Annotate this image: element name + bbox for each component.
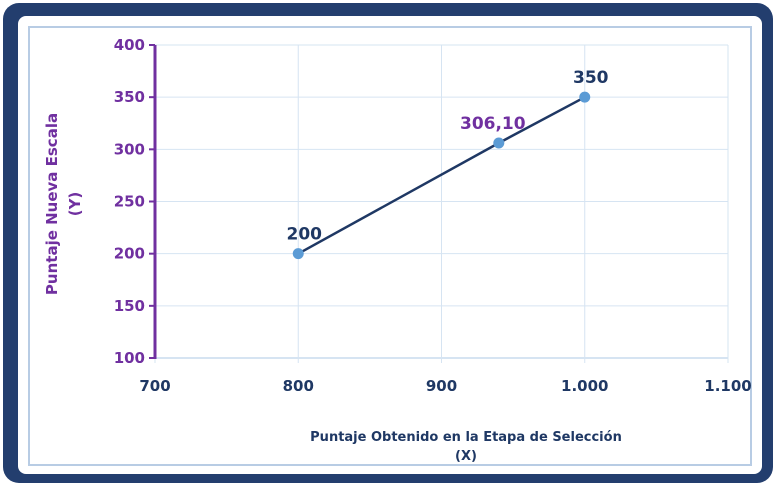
x-axis-title: Puntaje Obtenido en la Etapa de Selecció… [310,430,622,445]
data-label: 200 [287,225,323,245]
y-tick-label: 400 [114,36,145,54]
data-point [579,91,591,103]
axes [149,44,729,363]
y-tick-label: 200 [114,245,145,263]
grid [155,44,729,358]
data-label: 306,10 [460,114,526,134]
y-tick-label: 300 [114,140,145,158]
y-tick-label: 250 [114,193,145,211]
tick-labels: 100 150 200 250 300 350 400 700 800 900 1.000 1.100 [114,36,752,395]
y-axis-title-unit: (Y) [66,192,84,217]
x-axis-title-unit: (X) [455,449,477,464]
x-tick-label: 1.000 [561,377,608,395]
chart-panel [18,16,762,474]
chart-inner-border [28,26,752,466]
y-tick-label: 350 [114,88,145,106]
x-tick-label: 700 [139,377,170,395]
data-labels: 200 306,10 350 [287,68,609,245]
data-point [292,248,304,260]
x-tick-label: 800 [283,377,314,395]
data-label: 350 [573,68,609,88]
y-tick-label: 150 [114,297,145,315]
data-point [493,137,505,149]
x-tick-label: 1.100 [704,377,751,395]
x-tick-label: 900 [426,377,457,395]
series [292,91,591,260]
y-tick-label: 100 [114,349,145,367]
y-axis-title: Puntaje Nueva Escala [43,113,61,295]
